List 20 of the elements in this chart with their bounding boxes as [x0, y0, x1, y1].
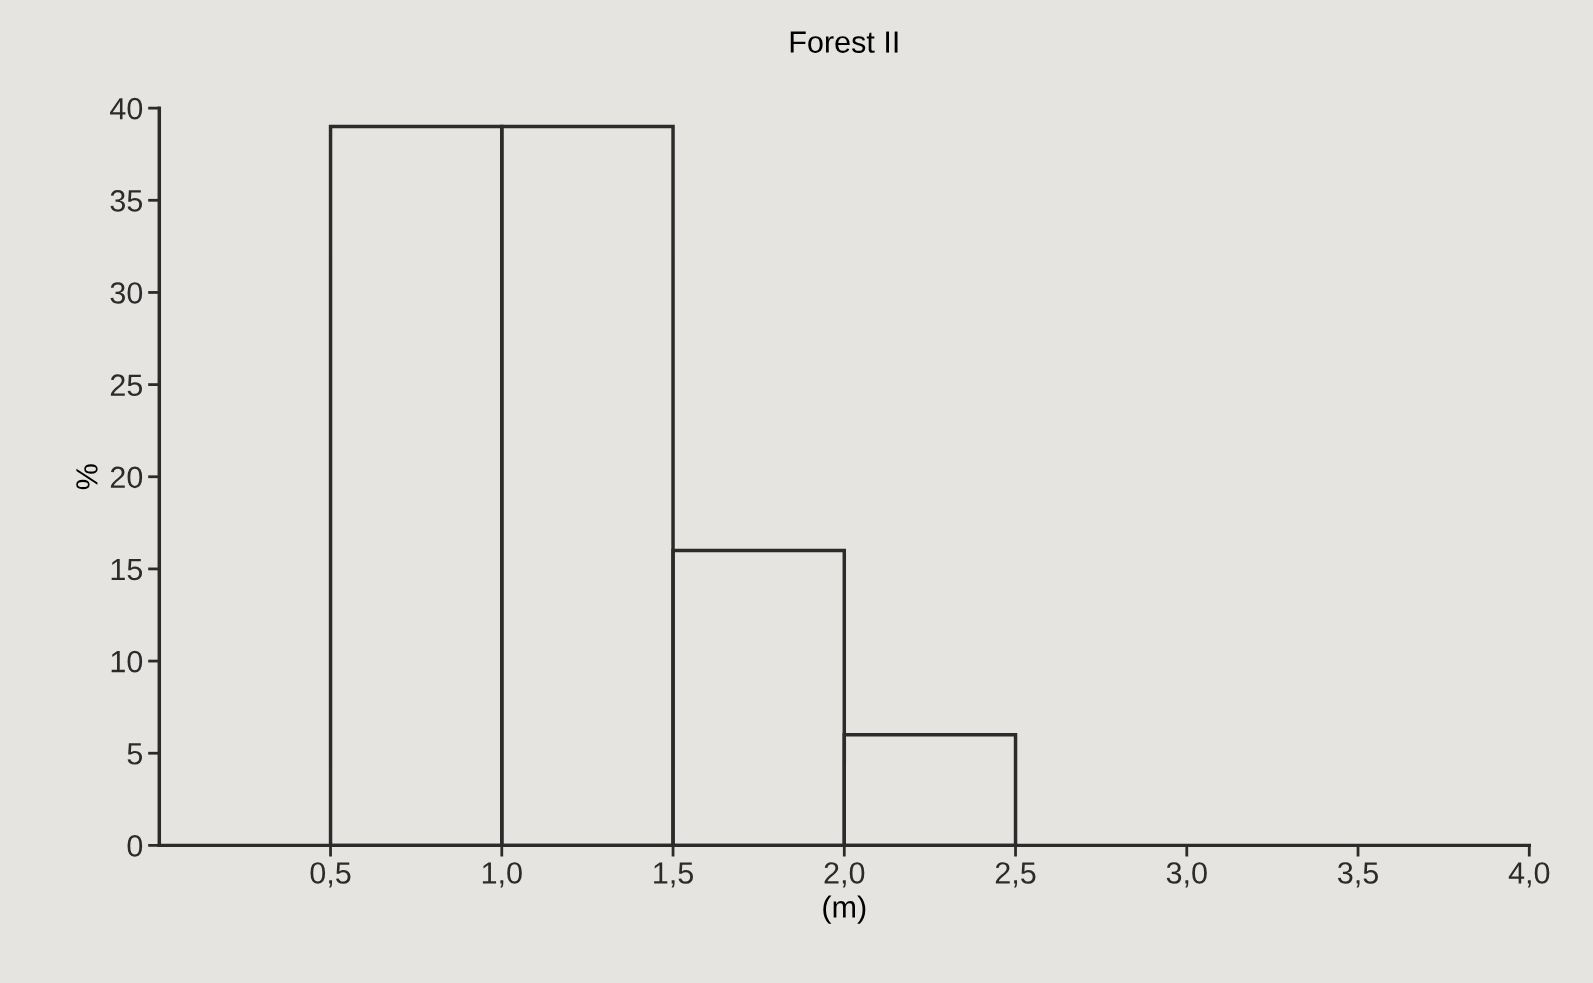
- y-tick-label: 25: [110, 374, 143, 396]
- y-tick-label: 0: [127, 835, 143, 857]
- x-tick-label: 3,5: [1337, 862, 1378, 888]
- x-tick-label: 1,5: [654, 862, 693, 888]
- x-tick-label: 2,5: [995, 862, 1036, 888]
- y-axis-title: %: [76, 464, 98, 490]
- x-tick-label: 4,0: [1508, 862, 1550, 888]
- y-tick-label: 30: [110, 282, 143, 304]
- y-tick-label: 35: [110, 190, 143, 212]
- chart-title: Forest II: [790, 31, 898, 53]
- y-tick-label: 20: [110, 466, 143, 489]
- x-tick-label: 1,0: [482, 862, 522, 888]
- y-tick-label: 5: [127, 743, 143, 765]
- x-tick-label: 3,0: [1166, 862, 1207, 888]
- x-tick-label: 2,0: [824, 862, 865, 888]
- y-tick-label: 10: [111, 650, 143, 673]
- x-axis-title: (m): [823, 895, 866, 924]
- y-tick-label: 40: [110, 97, 143, 120]
- y-tick-label: 15: [111, 558, 143, 581]
- x-tick-label: 0,5: [310, 862, 351, 888]
